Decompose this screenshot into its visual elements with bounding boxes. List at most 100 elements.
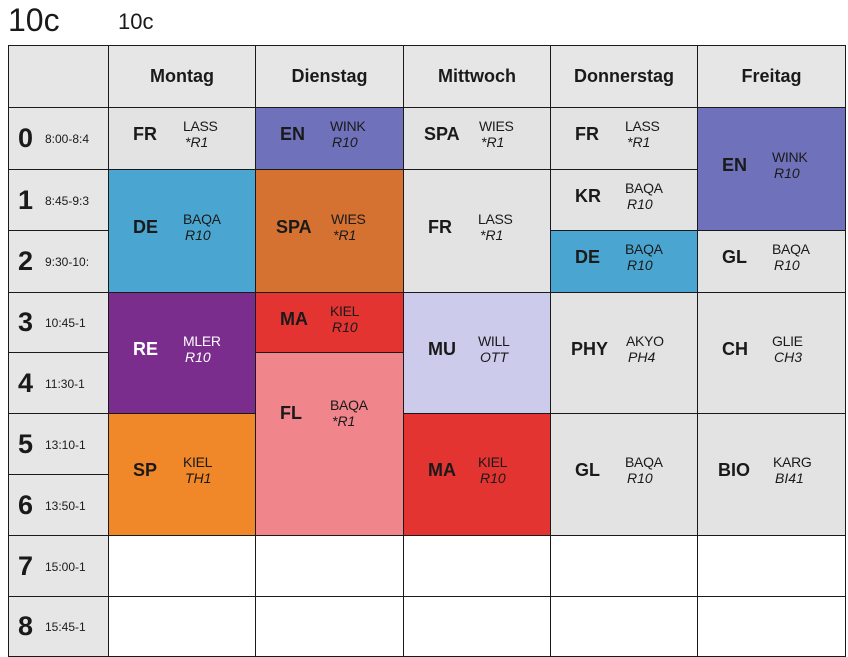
subject-label: MU [428,338,456,359]
teacher-label: KIEL [330,303,360,319]
subject-label: PHY [571,338,609,359]
period-time: 15:00-1 [45,559,86,574]
subject-label: CH [722,338,748,359]
class-title: 10c [8,2,60,38]
period-number: 1 [18,184,34,215]
room-label: R10 [185,226,211,243]
teacher-label: BAQA [625,454,663,470]
room-label: R10 [480,470,506,486]
room-label: R10 [774,257,800,273]
lesson-cell-fl[interactable]: FL BAQA *R1 [255,352,404,536]
lesson-cell-ch[interactable]: CH GLIE CH3 [697,292,846,414]
lesson-cell-ma[interactable]: MA KIEL R10 [255,292,404,353]
room-label: R10 [185,348,211,365]
subject-label: FR [575,124,599,144]
lesson-cell-re[interactable]: RE MLER R10 [108,292,256,414]
period-time: 10:45-1 [45,316,86,330]
day-header-do: Donnerstag [550,45,698,108]
subject-label: DE [133,216,159,237]
teacher-label: LASS [625,118,660,134]
period-cell-2: 2 9:30-10: [8,230,109,293]
room-label: PH4 [628,348,656,365]
lesson-cell-bio[interactable]: BIO KARG BI41 [697,413,846,536]
period-number: 7 [18,550,34,581]
lesson-cell-fr[interactable]: FR LASS *R1 [403,169,551,293]
period-number: 5 [18,428,34,459]
subject-label: FR [428,216,452,237]
lesson-cell-fr[interactable]: FR LASS *R1 [108,107,256,170]
subject-label: FL [280,402,302,423]
period-cell-3: 3 10:45-1 [8,292,109,353]
lesson-cell-sp[interactable]: SP KIEL TH1 [108,413,256,536]
room-label: *R1 [480,226,504,243]
teacher-label: BAQA [330,396,368,413]
room-label: *R1 [333,226,357,243]
empty-cell [255,535,404,597]
room-label: *R1 [627,134,651,150]
period-number: 0 [18,123,34,153]
room-label: R10 [627,470,653,486]
lesson-cell-fr[interactable]: FR LASS *R1 [550,107,698,170]
empty-cell [697,535,846,597]
period-time: 8:00-8:4 [45,132,90,146]
teacher-label: WILL [478,332,510,349]
lesson-cell-kr[interactable]: KR BAQA R10 [550,169,698,231]
subject-label: EN [722,154,748,175]
period-cell-8: 8 15:45-1 [8,596,109,657]
room-label: *R1 [185,134,209,150]
subject-label: GL [722,247,747,267]
room-label: TH1 [185,470,212,486]
teacher-label: WIES [479,118,514,134]
period-number: 2 [18,246,34,276]
empty-cell [697,596,846,657]
period-cell-0: 0 8:00-8:4 [8,107,109,170]
period-number: 8 [18,611,34,641]
lesson-cell-en[interactable]: EN WINK R10 [697,107,846,231]
teacher-label: KIEL [478,454,508,470]
room-label: R10 [332,319,358,335]
subject-label: GL [575,460,600,480]
teacher-label: WINK [330,118,366,134]
subject-label: EN [280,124,306,144]
subject-label: RE [133,338,159,359]
lesson-cell-en[interactable]: EN WINK R10 [255,107,404,170]
teacher-label: KIEL [183,454,213,470]
room-label: *R1 [332,412,356,429]
room-label: BI41 [775,470,804,486]
subject-label: SP [133,460,158,480]
lesson-cell-de[interactable]: DE BAQA R10 [550,230,698,293]
teacher-label: BAQA [772,241,810,257]
teacher-label: WINK [772,148,808,165]
empty-cell [403,535,551,597]
period-time: 13:50-1 [45,498,86,513]
teacher-label: BAQA [183,210,221,227]
lesson-cell-gl[interactable]: GL BAQA R10 [550,413,698,536]
period-cell-1: 1 8:45-9:3 [8,169,109,231]
subject-label: BIO [718,460,751,480]
empty-cell [550,596,698,657]
day-header-fr: Freitag [697,45,846,108]
lesson-cell-gl[interactable]: GL BAQA R10 [697,230,846,293]
lesson-cell-ma[interactable]: MA KIEL R10 [403,413,551,536]
empty-cell [108,596,256,657]
class-subtitle: 10c [118,9,154,34]
corner-cell [8,45,109,108]
teacher-label: GLIE [772,332,803,349]
lesson-cell-phy[interactable]: PHY AKYO PH4 [550,292,698,414]
lesson-cell-mu[interactable]: MU WILL OTT [403,292,551,414]
period-cell-7: 7 15:00-1 [8,535,109,597]
period-time: 11:30-1 [45,376,85,391]
teacher-label: BAQA [625,180,663,196]
room-label: R10 [627,196,653,212]
lesson-cell-spa[interactable]: SPA WIES *R1 [403,107,551,170]
lesson-cell-spa[interactable]: SPA WIES *R1 [255,169,404,293]
subject-label: MA [280,309,308,329]
empty-cell [108,535,256,597]
teacher-label: KARG [773,454,812,470]
period-cell-6: 6 13:50-1 [8,474,109,536]
period-time: 13:10-1 [45,437,86,452]
subject-label: FR [133,124,157,144]
period-cell-5: 5 13:10-1 [8,413,109,475]
lesson-cell-de[interactable]: DE BAQA R10 [108,169,256,293]
